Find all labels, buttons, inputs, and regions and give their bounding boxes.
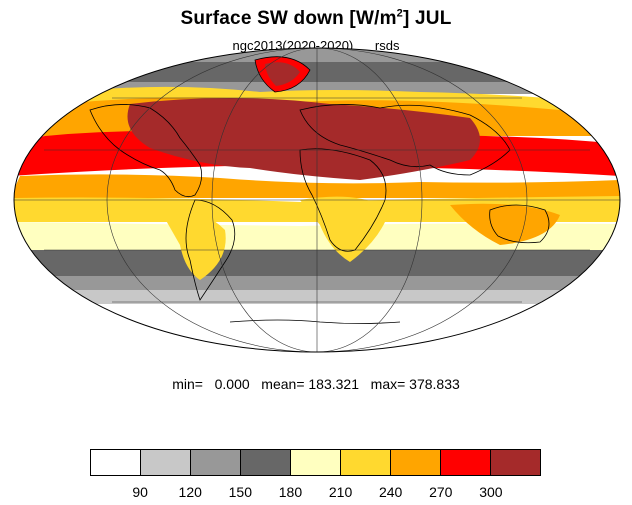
colorbar-tick-label: 300 <box>479 484 503 500</box>
southern-dark-band <box>14 250 620 276</box>
colorbar-tick-label: 240 <box>378 484 403 500</box>
colorbar-tick-label: 180 <box>278 484 303 500</box>
colorbar <box>90 449 541 476</box>
graticule <box>14 47 620 353</box>
coastlines <box>89 56 550 324</box>
arctic-dark-band <box>14 62 620 82</box>
colorbar-box <box>341 450 391 475</box>
colorbar-tick-label: 120 <box>178 484 202 500</box>
colorbar-tick-label: 150 <box>228 484 253 500</box>
southern-africa-yellow <box>300 196 390 262</box>
colorbar-box <box>141 450 191 475</box>
colorbar-tick-label: 270 <box>429 484 453 500</box>
plot-title: Surface SW down [W/m2] JUL <box>180 7 452 29</box>
stats-line: min= 0.000 mean= 183.321 max= 378.833 <box>172 376 460 392</box>
southern-pale-band <box>14 222 620 250</box>
colorbar-box <box>391 450 441 475</box>
colorbar-tick-label: 210 <box>328 484 353 500</box>
colorbar-box <box>191 450 241 475</box>
colorbar-box <box>291 450 341 475</box>
southern-mid-band <box>14 276 620 290</box>
colorbar-box <box>441 450 491 475</box>
colorbar-box <box>491 450 540 475</box>
map-border <box>13 47 621 353</box>
colorbar-box <box>91 450 141 475</box>
tropical-orange-band <box>14 174 620 198</box>
colorbar-tick-label: 90 <box>132 484 148 500</box>
south-america-yellow <box>160 209 226 280</box>
colorbar-tick-labels: 90 120 150 180 210 240 270 300 <box>0 484 632 502</box>
subtitle-right: rsds <box>374 38 400 53</box>
colorbar-box <box>241 450 291 475</box>
australia-orange <box>450 203 560 245</box>
greenland-core <box>265 62 300 86</box>
